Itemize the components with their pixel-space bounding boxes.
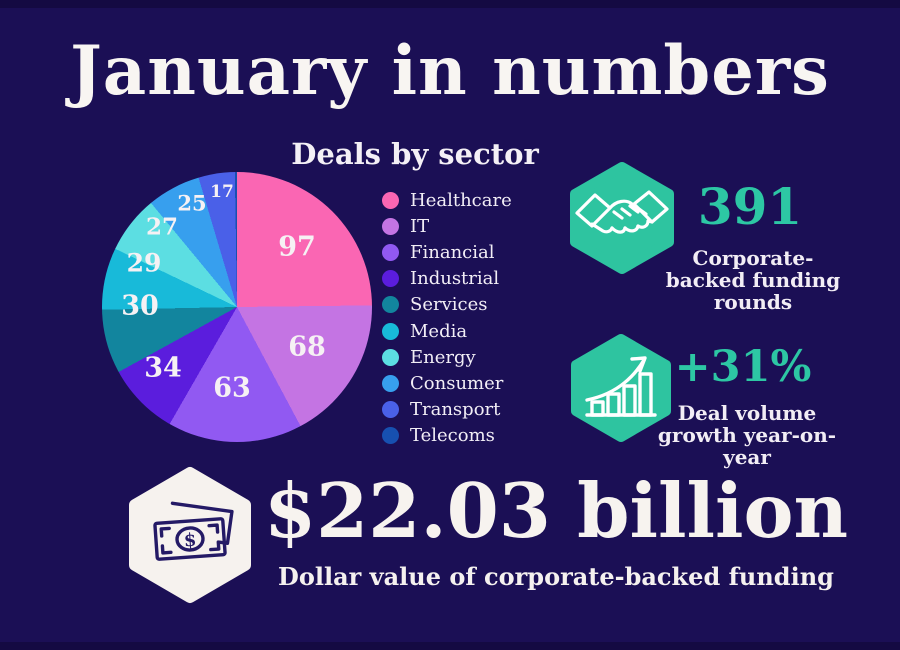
legend-item: Industrial xyxy=(382,266,512,292)
funding-rounds-value: 391 xyxy=(697,177,803,236)
legend-color-dot xyxy=(382,374,399,392)
legend-item: Energy xyxy=(382,344,512,370)
legend-item: Services xyxy=(382,292,512,318)
handshake-icon xyxy=(575,190,669,234)
legend-label: Services xyxy=(410,294,488,316)
pie-slice-label: 27 xyxy=(145,213,179,241)
page-title: January in numbers xyxy=(70,31,830,110)
legend-item: Transport xyxy=(382,397,512,423)
legend-label: Healthcare xyxy=(410,189,512,211)
pie-slice-label: 30 xyxy=(121,290,159,322)
legend-item: Consumer xyxy=(382,370,512,396)
legend-item: Media xyxy=(382,318,512,344)
pie-legend: Healthcare IT Financial Industrial Services M… xyxy=(382,187,512,449)
legend-item: IT xyxy=(382,213,512,239)
legend-color-dot xyxy=(382,296,399,314)
chart-title: Deals by sector xyxy=(291,137,539,171)
legend-color-dot xyxy=(382,217,399,235)
legend-item: Telecoms xyxy=(382,423,512,449)
legend-item: Healthcare xyxy=(382,187,512,213)
funding-rounds-caption: Corporate-backed funding rounds xyxy=(665,246,841,314)
growth-chart-icon xyxy=(585,356,657,417)
legend-color-dot xyxy=(382,191,399,209)
legend-label: Financial xyxy=(410,241,495,263)
pie-slice-label: 25 xyxy=(177,190,207,216)
legend-label: Energy xyxy=(410,346,476,368)
pie-slice-label: 29 xyxy=(126,248,162,278)
deals-pie-chart: 97 68 63 34 30 29 27 25 17 xyxy=(102,172,372,442)
dollar-value-caption: Dollar value of corporate-backed funding xyxy=(278,562,834,591)
pie-slice-label: 17 xyxy=(210,182,234,202)
money-icon: $ xyxy=(153,501,234,561)
pie-slice-label: 68 xyxy=(288,331,326,363)
legend-color-dot xyxy=(382,427,399,445)
hexagon-badge xyxy=(570,162,674,274)
pie-slice-label: 97 xyxy=(278,231,316,263)
hexagon-badge: $ xyxy=(129,467,251,603)
legend-item: Financial xyxy=(382,239,512,265)
legend-label: Telecoms xyxy=(410,425,495,447)
legend-color-dot xyxy=(382,243,399,261)
legend-color-dot xyxy=(382,322,399,340)
deal-growth-caption: Deal volume growth year-on-year xyxy=(657,401,837,469)
legend-label: Transport xyxy=(410,399,501,421)
deal-growth-value: +31% xyxy=(674,342,812,392)
legend-color-dot xyxy=(382,348,399,366)
legend-color-dot xyxy=(382,270,399,288)
pie-slice-label: 34 xyxy=(144,352,182,384)
legend-label: Industrial xyxy=(410,268,500,290)
pie-slice-label: 63 xyxy=(213,372,251,404)
dollar-value: $22.03 billion xyxy=(263,467,849,555)
legend-color-dot xyxy=(382,401,399,419)
svg-text:$: $ xyxy=(183,530,197,552)
legend-label: IT xyxy=(410,215,430,237)
legend-label: Consumer xyxy=(410,372,504,394)
legend-label: Media xyxy=(410,320,468,342)
bottom-border xyxy=(0,642,900,650)
top-border xyxy=(0,0,900,8)
hexagon-badge xyxy=(571,334,671,442)
